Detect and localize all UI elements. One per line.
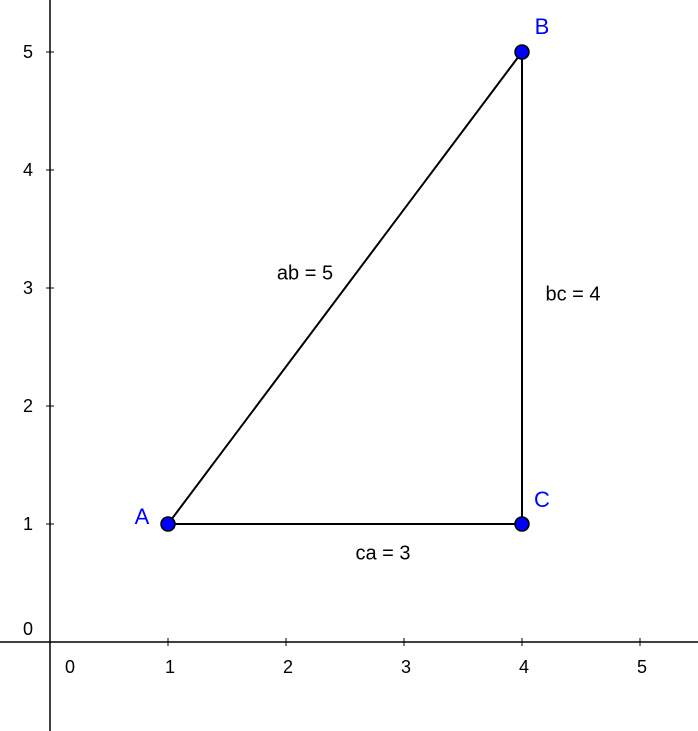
segment-label: bc = 4 (545, 283, 600, 305)
y-tick-label: 0 (23, 619, 33, 639)
x-tick-label: 3 (401, 657, 411, 677)
point-label: A (135, 504, 150, 529)
y-tick-label: 3 (23, 278, 33, 298)
segment-label: ca = 3 (355, 542, 410, 564)
y-tick-label: 4 (23, 160, 33, 180)
y-tick-label: 5 (23, 42, 33, 62)
point-label: C (534, 487, 550, 512)
x-tick-label: 5 (637, 657, 647, 677)
x-tick-label: 0 (65, 657, 75, 677)
point-label: B (535, 14, 550, 39)
y-tick-label: 2 (23, 396, 33, 416)
point (514, 44, 530, 60)
point (514, 516, 530, 532)
segment (167, 51, 523, 525)
segment-label: ab = 5 (277, 262, 333, 284)
point (160, 516, 176, 532)
x-tick-label: 4 (519, 657, 529, 677)
x-tick-label: 1 (165, 657, 175, 677)
x-tick-label: 2 (283, 657, 293, 677)
y-tick-label: 1 (23, 514, 33, 534)
